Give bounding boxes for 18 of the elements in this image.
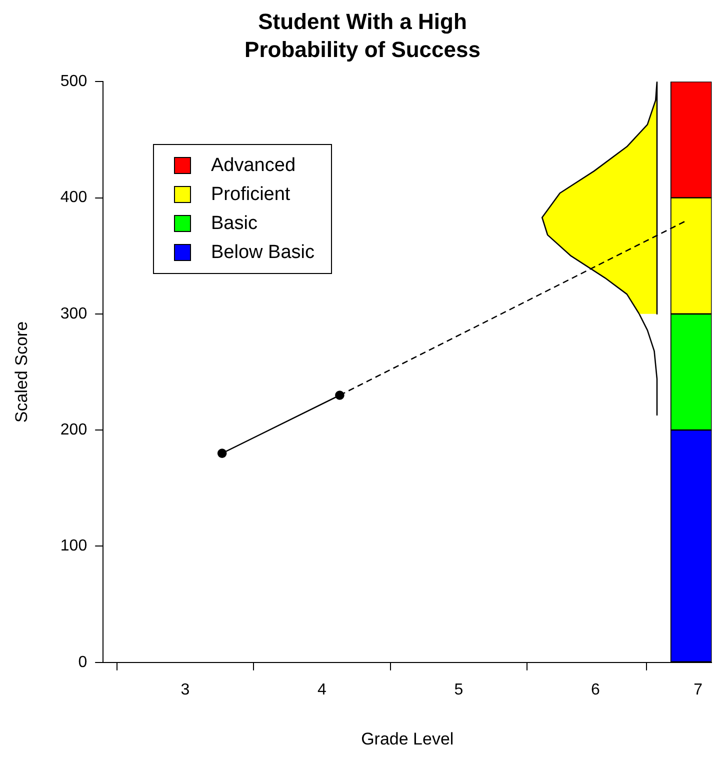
y-tick-label: 200 bbox=[60, 421, 88, 438]
y-tick-label: 500 bbox=[60, 73, 88, 90]
x-tick-label: 4 bbox=[317, 681, 326, 698]
y-tick-label: 300 bbox=[60, 305, 88, 322]
y-tick-label: 400 bbox=[60, 189, 88, 206]
legend-label: Basic bbox=[211, 212, 258, 234]
x-tick-label: 3 bbox=[180, 681, 190, 698]
x-tick-label: 6 bbox=[590, 681, 600, 698]
y-axis-title: Scaled Score bbox=[12, 321, 31, 423]
x-axis-title: Grade Level bbox=[361, 729, 454, 748]
y-tick-label: 0 bbox=[78, 654, 88, 671]
chart-title: Student With a High Probability of Success bbox=[244, 8, 482, 64]
legend-label: Below Basic bbox=[211, 242, 314, 264]
legend-label: Proficient bbox=[211, 184, 290, 206]
legend-label: Advanced bbox=[211, 154, 296, 176]
x-tick-label: 5 bbox=[454, 681, 464, 698]
x-tick-label: 7 bbox=[694, 681, 703, 698]
y-tick-label: 100 bbox=[60, 538, 88, 555]
